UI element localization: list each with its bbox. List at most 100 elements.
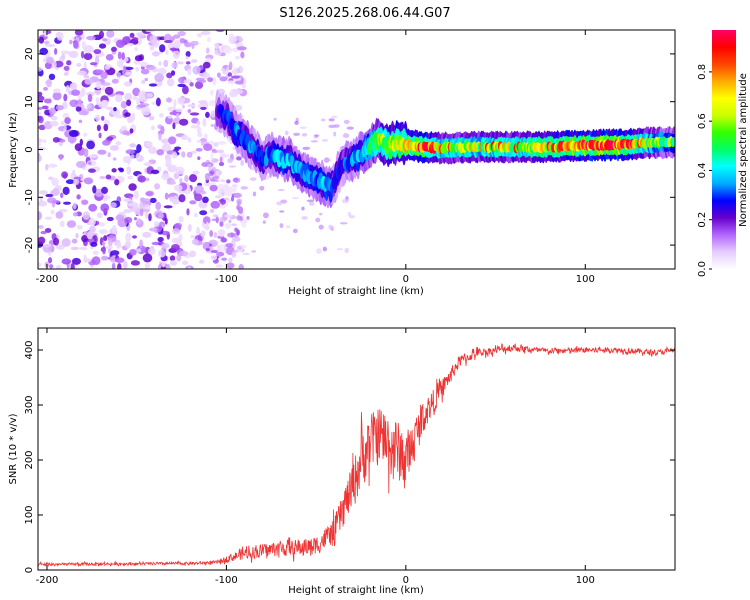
heatmap-cell	[93, 49, 102, 55]
heatmap-cell	[167, 115, 173, 119]
heatmap-cell	[139, 201, 146, 211]
heatmap-cell	[191, 239, 199, 245]
heatmap-cell	[52, 187, 60, 197]
heatmap-cell	[157, 213, 164, 219]
heatmap-cell	[141, 80, 146, 84]
heatmap-cell	[347, 211, 352, 217]
heatmap-cell	[161, 242, 170, 249]
heatmap-cell	[308, 201, 315, 206]
heatmap-cell	[47, 163, 58, 168]
heatmap-cell	[218, 229, 225, 237]
heatmap-cell	[118, 168, 125, 173]
heatmap-cell	[142, 253, 153, 263]
heatmap-cell	[181, 260, 189, 266]
heatmap-cell	[178, 194, 186, 203]
heatmap-cell	[113, 106, 117, 112]
heatmap-cell	[111, 78, 119, 84]
heatmap-cell	[322, 246, 327, 252]
heatmap-cell	[216, 244, 221, 253]
heatmap-cell	[179, 177, 183, 184]
heatmap-cell	[129, 32, 135, 38]
heatmap-cell	[187, 137, 192, 143]
heatmap-cell	[189, 174, 198, 183]
heatmap-cell	[233, 192, 243, 199]
heatmap-cell	[205, 221, 210, 230]
heatmap-cell	[75, 232, 79, 239]
heatmap-cell	[237, 200, 241, 207]
heatmap-cell	[63, 72, 69, 76]
heatmap-cell	[38, 142, 42, 147]
spectrogram-x-axis: -200 -100 0 100	[36, 30, 595, 285]
heatmap-cell	[114, 257, 125, 263]
y-tick-label: -20	[24, 237, 35, 253]
heatmap-cell	[106, 30, 115, 38]
heatmap-cell	[251, 250, 257, 253]
heatmap-cell	[185, 61, 191, 65]
heatmap-cell	[147, 247, 156, 256]
heatmap-cell	[199, 210, 208, 216]
heatmap-cell	[341, 198, 349, 204]
heatmap-cell	[167, 106, 177, 112]
heatmap-cell	[106, 216, 114, 222]
heatmap-cell	[240, 159, 244, 166]
heatmap-cell	[232, 67, 239, 76]
heatmap-cell	[262, 212, 269, 219]
heatmap-cell	[190, 150, 197, 154]
heatmap-cell	[126, 43, 135, 47]
heatmap-cell	[221, 257, 227, 261]
heatmap-cell	[76, 224, 83, 230]
colorbar: 0.0 0.2 0.4 0.6 0.8 Normalized spectral ampl…	[697, 30, 749, 277]
heatmap-cell	[92, 250, 99, 256]
heatmap-cell	[252, 191, 257, 197]
heatmap-cell	[148, 115, 155, 121]
heatmap-cell	[103, 235, 108, 242]
heatmap-cell	[40, 230, 47, 235]
heatmap-cell	[115, 39, 125, 48]
y-tick-label: 0	[24, 567, 35, 573]
heatmap-cell	[236, 245, 243, 250]
heatmap-cell	[178, 215, 184, 223]
heatmap-cell	[115, 94, 123, 103]
heatmap-cell	[43, 86, 49, 91]
heatmap-cell	[184, 175, 189, 183]
heatmap-cell	[198, 100, 208, 104]
heatmap-cell	[137, 104, 146, 108]
heatmap-cell	[148, 146, 157, 155]
heatmap-cell	[83, 61, 87, 70]
heatmap-cell	[221, 192, 225, 197]
heatmap-cell	[115, 114, 124, 119]
heatmap-cell	[144, 262, 151, 269]
heatmap-cell	[155, 201, 162, 211]
heatmap-cell	[101, 82, 111, 86]
heatmap-cell	[145, 92, 153, 98]
heatmap-cell	[58, 208, 68, 213]
heatmap-cell	[241, 84, 247, 89]
heatmap-cell	[88, 154, 99, 158]
heatmap-cell	[231, 223, 237, 226]
heatmap-cell	[44, 227, 52, 233]
heatmap-cell	[154, 73, 165, 83]
snr-background	[38, 328, 675, 570]
heatmap-cell	[124, 66, 134, 71]
heatmap-cell	[136, 32, 146, 37]
heatmap-cell	[171, 152, 178, 159]
heatmap-cell	[52, 91, 62, 101]
heatmap-cell	[227, 80, 236, 85]
heatmap-cell	[346, 126, 354, 130]
heatmap-cell	[95, 96, 100, 106]
heatmap-cell	[65, 85, 70, 93]
heatmap-cell	[207, 77, 214, 83]
heatmap-cell	[170, 243, 180, 251]
heatmap-cell	[277, 188, 285, 192]
heatmap-cell	[222, 65, 228, 69]
heatmap-cell	[197, 182, 203, 187]
heatmap-cell	[38, 153, 41, 162]
x-tick-label: -200	[36, 575, 59, 586]
heatmap-cell	[127, 175, 133, 180]
heatmap-cell	[133, 217, 138, 221]
heatmap-cell	[46, 43, 56, 48]
heatmap-cell	[157, 67, 167, 75]
heatmap-cell	[344, 247, 349, 254]
heatmap-cell	[76, 160, 86, 169]
